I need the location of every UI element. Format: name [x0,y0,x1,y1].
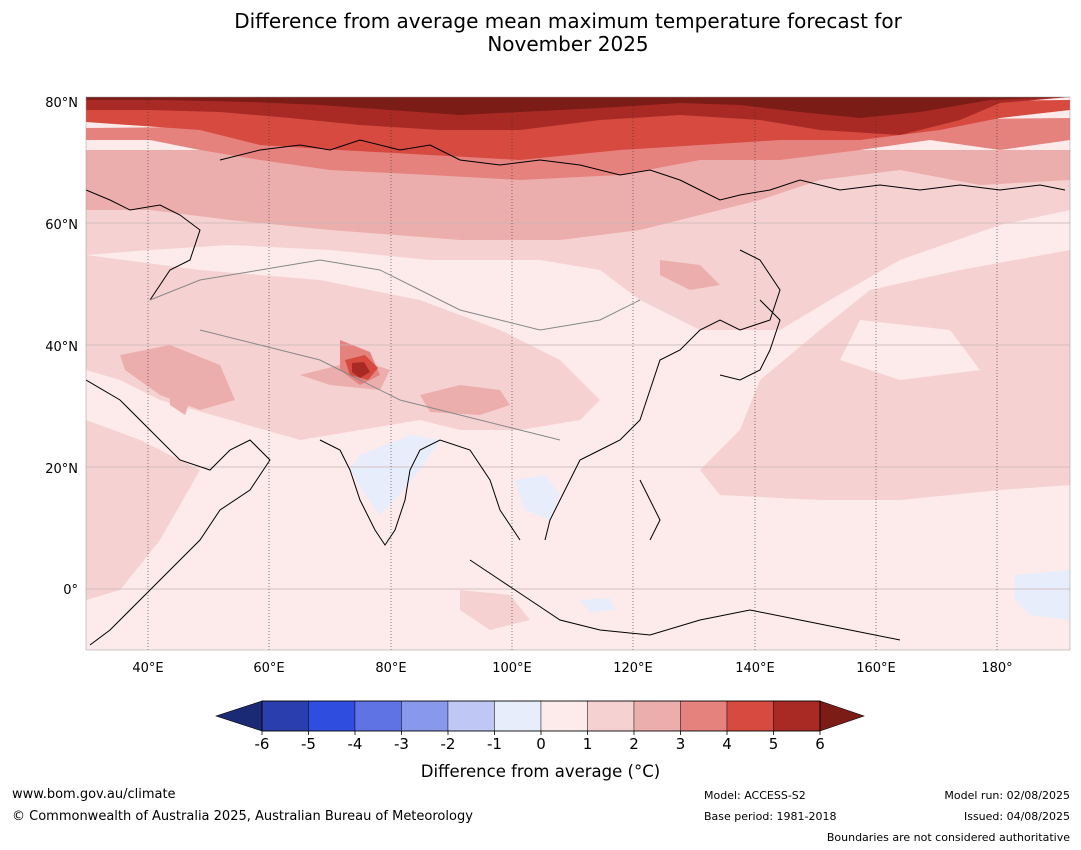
indonesia-coastline [469,559,901,641]
colorbar: -6 -5 -4 -3 -2 -1 0 1 2 3 4 5 6 [215,700,865,753]
colorbar-swatch [540,700,588,732]
colorbar-swatch [587,700,635,732]
axis-labels: 80°N 60°N 40°N 20°N 0° 40°E 60°E 80°E 10… [45,96,1012,676]
lon-tick-label-100e: 100°E [492,661,532,676]
colorbar-tick-label: 4 [722,735,732,753]
footer-url[interactable]: www.bom.gov.au/climate [12,787,176,802]
colorbar-swatch [494,700,542,732]
title-line-1: Difference from average mean maximum tem… [234,9,902,33]
colorbar-tick-label: -5 [301,735,316,753]
colorbar-swatch [354,700,402,732]
anomaly-zone-2-3-tibet [420,385,510,415]
philippines-coastline [639,479,661,541]
anomaly-zone-2-3-iran [120,345,235,410]
anomaly-zone-2-3-arabia [170,385,190,415]
colorbar-tick-label: 3 [676,735,686,753]
colorbar-swatch [401,700,449,732]
anomaly-zone-minus1-0-borneo [580,598,615,612]
lon-tick-label-80e: 80°E [375,661,406,676]
anomaly-zone-5-6-karakoram [352,362,370,378]
japan-coastline [719,299,781,381]
lon-tick-label-180: 180° [981,661,1012,676]
country-borders-central [199,329,561,441]
anomaly-field [86,97,1070,650]
colorbar-tick-label: 2 [629,735,639,753]
lat-tick-label-20n: 20°N [45,462,78,477]
colorbar-tick-label: 6 [815,735,825,753]
colorbar-swatch [726,700,774,732]
lon-tick-label-140e: 140°E [735,661,775,676]
anomaly-zone-minus1-0-indochina [515,475,560,520]
map-title: Difference from average mean maximum tem… [0,10,1081,56]
title-line-2: November 2025 [487,32,649,56]
colorbar-tick-label: -4 [348,735,363,753]
footer-boundaries-note: Boundaries are not considered authoritat… [826,831,1070,844]
lat-tick-label-equator: 0° [63,583,78,598]
lon-tick-label-40e: 40°E [132,661,163,676]
anomaly-zone-minus1-0-pacific [1015,570,1070,620]
africa-arabia-coastline [86,379,271,646]
map-frame [85,96,1071,651]
grid-lines [86,97,1070,650]
footer-copyright: © Commonwealth of Australia 2025, Austra… [12,809,473,824]
arctic-coastline [219,139,1066,201]
anomaly-zone-1-2-indonesia [460,590,530,630]
colorbar-swatch [773,700,821,732]
lon-tick-label-60e: 60°E [253,661,284,676]
footer-issued: Issued: 04/08/2025 [963,810,1070,823]
colorbar-tick-label: 1 [583,735,593,753]
anomaly-zone-2-3-manchuria [660,260,720,290]
scandinavia-coastline [86,189,201,301]
colorbar-extend-high [819,700,865,732]
colorbar-swatch [447,700,495,732]
colorbar-swatch [680,700,728,732]
colorbar-label: Difference from average (°C) [420,762,661,781]
colorbar-tick-label: -1 [487,735,502,753]
footer-base-period: Base period: 1981-2018 [704,810,837,823]
lat-tick-label-40n: 40°N [45,340,78,355]
colorbar-tick-label: -2 [441,735,456,753]
anomaly-zone-2-3-west [86,160,200,200]
anomaly-zone-above-6-arctic [86,97,1070,118]
lon-tick-label-160e: 160°E [856,661,896,676]
footer-model: Model: ACCESS-S2 [704,789,806,802]
east-asia-coastline [544,249,781,541]
anomaly-zone-2-3-north [86,150,1070,240]
lat-tick-label-60n: 60°N [45,218,78,233]
colorbar-swatch [633,700,681,732]
anomaly-zone-1-2-africa [86,420,200,600]
india-coastline [319,439,521,546]
lat-tick-label-80n: 80°N [45,96,78,111]
country-borders-north [149,259,641,331]
colorbar-extend-low [215,700,263,732]
colorbar-swatch [308,700,356,732]
anomaly-zone-0-1-pacific [840,320,980,380]
colorbar-tick-label: -6 [255,735,270,753]
colorbar-swatch [261,700,309,732]
footer-model-run: Model run: 02/08/2025 [944,789,1070,802]
colorbar-tick-label: 5 [769,735,779,753]
colorbar-tick-label: -3 [394,735,409,753]
colorbar-tick-label: 0 [536,735,546,753]
coastlines [86,139,1066,646]
lon-tick-label-120e: 120°E [613,661,653,676]
